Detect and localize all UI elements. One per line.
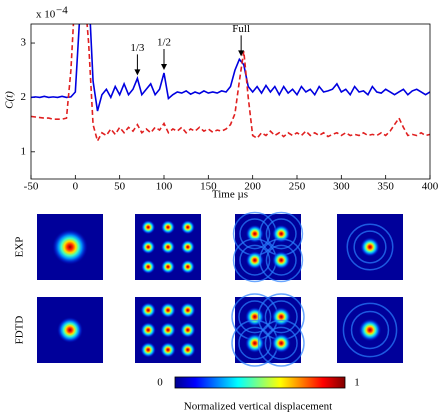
x-tick-label: 350 [377,181,394,193]
annotation-arrowhead [134,69,141,76]
panel-spot [271,306,292,327]
panel-spot [180,239,196,255]
x-axis-label: Time µs [212,189,248,201]
panel-ring [353,230,387,264]
panel-spot [160,239,176,255]
panel-ring [342,302,398,358]
panel-ring [264,326,298,360]
colorbar-max-label: 1 [354,377,360,389]
panel-spot [179,341,196,358]
panel-spot [271,333,292,354]
x-tick-label: 0 [73,181,79,193]
panel-spot [160,341,176,358]
panel-ring [265,218,297,250]
panel-spot [245,224,265,244]
x-tick-label: -50 [24,181,39,193]
panel-spot [160,302,176,319]
x-tick-label: 300 [333,181,350,193]
panel-spot [140,341,157,358]
panel-spot [140,259,156,275]
annotation: 1/2 [157,36,171,48]
colorbar-min-label: 0 [157,377,163,389]
panel-spot [140,322,157,338]
panel-spot [179,322,196,338]
y-multiplier-exponent: −4 [56,5,68,17]
row-label: EXP [14,237,26,258]
series-line [31,24,430,144]
panel-spot [160,259,176,275]
panel-ring [239,218,271,250]
panel-spot [160,322,176,338]
panel-spot [180,259,196,275]
x-tick-label: 250 [289,181,306,193]
panel-spot [140,302,157,319]
panel-spot [179,302,196,319]
row-label: FDTD [14,316,26,345]
y-tick-label: 3 [21,37,27,49]
colorbar [174,376,346,389]
x-tick-label: 200 [244,181,261,193]
panel-ring [346,223,394,271]
y-tick-label: 1 [21,145,27,157]
panel-spot [245,250,265,270]
series-line [31,24,430,112]
panel-spot [180,219,196,235]
panel-spot [51,228,89,266]
panel [235,214,301,280]
panel-ring [238,326,272,360]
annotation: Full [232,23,250,35]
panel-ring [264,300,298,334]
panel-spot [244,333,265,354]
annotation-arrowhead [161,63,167,70]
panel-spot [56,316,84,344]
annotation-arrowhead [238,50,245,57]
panel-spot [140,239,156,255]
x-tick-label: 150 [200,181,217,193]
x-tick-label: 100 [156,181,173,193]
annotation: 1/3 [130,42,145,54]
x-tick-label: 50 [114,181,126,193]
panel-ring [265,244,297,276]
colorbar-label: Normalized vertical displacement [184,401,332,412]
panel-ring [238,300,272,334]
plot-frame [30,23,431,180]
y-tick-label: 2 [21,91,27,103]
panel-spot [360,237,380,257]
panel-ring [350,310,390,350]
panel-spot [160,219,176,235]
y-multiplier: x 10 [36,9,56,21]
panel-spot [271,250,291,270]
y-axis-label: C(t) [4,91,16,109]
panel-ring [239,244,271,276]
x-tick-label: 400 [422,181,439,193]
panel-spot [271,224,291,244]
panel-spot [358,318,382,342]
panel-spot [140,219,156,235]
panel-ring [259,238,304,283]
panel-spot [244,306,265,327]
panel-ring [257,319,305,367]
